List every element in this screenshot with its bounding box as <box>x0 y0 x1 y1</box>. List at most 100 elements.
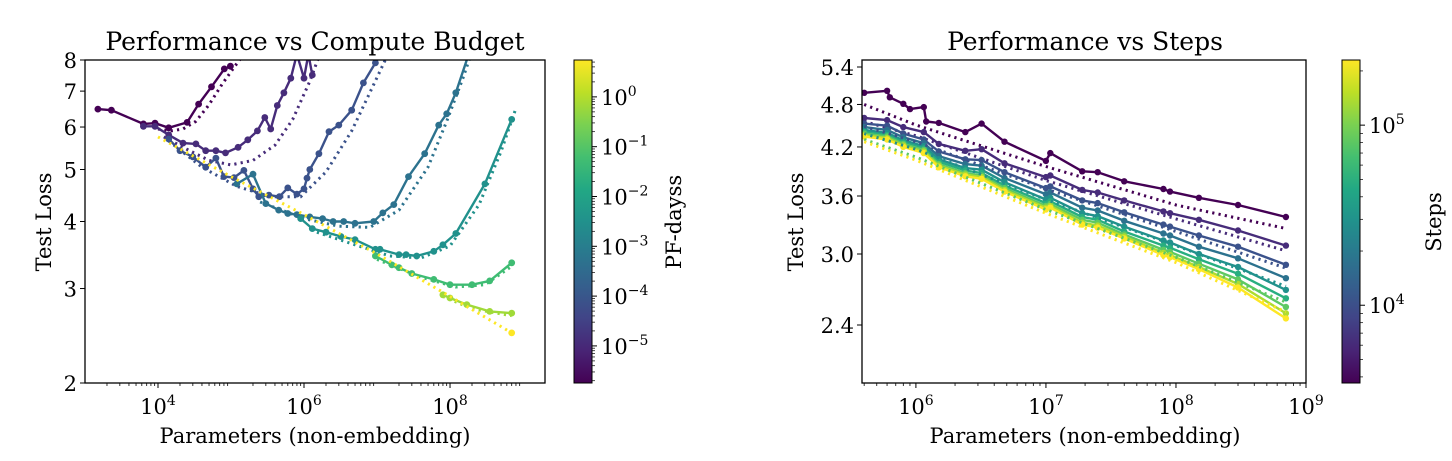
data-point <box>1160 230 1167 237</box>
data-point <box>370 218 378 225</box>
series-compute-3 <box>165 60 379 201</box>
data-point <box>192 140 200 148</box>
colorbar <box>1341 59 1361 384</box>
data-point <box>886 94 893 101</box>
data-point <box>255 193 263 201</box>
data-point <box>1234 270 1242 277</box>
fit-line <box>259 60 471 229</box>
y-tick-label: 7 <box>64 80 77 104</box>
data-point <box>234 143 242 151</box>
series-group <box>862 87 1290 322</box>
data-point <box>1234 243 1242 250</box>
data-line <box>97 65 231 130</box>
data-point <box>906 105 914 113</box>
data-point <box>1195 194 1203 201</box>
data-point <box>319 215 326 223</box>
data-point <box>325 128 333 136</box>
data-point <box>233 180 241 188</box>
data-point <box>340 218 348 225</box>
series-group <box>94 60 518 337</box>
fit-line <box>863 124 1287 270</box>
x-tick-label: 107 <box>1028 393 1064 419</box>
data-point <box>379 209 387 217</box>
data-line <box>864 133 1287 315</box>
data-point <box>212 147 220 155</box>
data-point <box>1001 138 1008 145</box>
series-steps-1-fit <box>863 103 1287 230</box>
fit-line <box>157 60 242 133</box>
data-point <box>1079 204 1086 211</box>
data-point <box>1121 178 1128 185</box>
series-compute-3-fit <box>167 60 387 199</box>
colorbar-label: Steps <box>1422 192 1446 251</box>
data-point <box>1234 255 1242 262</box>
data-point <box>222 149 229 157</box>
data-point <box>883 116 891 124</box>
data-point <box>920 149 927 157</box>
data-point <box>452 230 460 237</box>
data-point <box>920 103 927 111</box>
data-point <box>935 119 942 127</box>
data-point <box>308 225 316 233</box>
data-point <box>862 89 868 96</box>
data-point <box>1166 188 1174 195</box>
data-point <box>1166 254 1174 261</box>
data-point <box>1195 216 1203 223</box>
x-axis: 104 106 108 <box>106 383 521 419</box>
data-point <box>900 100 907 108</box>
data-point <box>1047 183 1054 190</box>
x-tick-label: 109 <box>1288 393 1324 419</box>
data-point <box>900 123 907 131</box>
colorbar-tick-label: 10−1 <box>601 134 648 160</box>
data-point <box>1282 213 1290 221</box>
data-point <box>351 219 359 227</box>
data-point <box>1195 243 1203 250</box>
data-line <box>299 118 513 258</box>
data-point <box>306 166 314 173</box>
series-steps-7-fit <box>863 138 1287 304</box>
y-tick-label: 2 <box>64 372 77 396</box>
data-point <box>439 241 447 249</box>
fit-line <box>167 60 387 199</box>
data-point <box>962 128 969 136</box>
data-point <box>195 100 203 108</box>
data-point <box>1160 237 1167 244</box>
y-axis-label: Test Loss <box>784 173 808 272</box>
fit-line <box>863 138 1287 304</box>
data-point <box>1094 189 1101 196</box>
x-tick-label: 108 <box>1158 393 1194 419</box>
data-point <box>297 215 305 223</box>
x-tick-label: 108 <box>432 393 468 419</box>
colorbar-tick-label: 10−2 <box>601 183 648 209</box>
data-point <box>452 89 460 97</box>
axes-frame <box>861 59 1307 384</box>
data-point <box>372 60 379 67</box>
fit-line <box>863 103 1287 230</box>
data-point <box>1094 207 1101 214</box>
data-point <box>329 218 337 225</box>
data-point <box>287 74 295 82</box>
series-steps-1 <box>862 87 1290 221</box>
colorbar-tick-label: 105 <box>1369 112 1405 138</box>
colorbar-ticks: 105 104 <box>1360 70 1405 378</box>
data-point <box>1282 310 1290 317</box>
series-compute-2-fit <box>163 60 320 167</box>
series-compute-6-fit <box>376 258 513 289</box>
y-tick-label: 2.4 <box>821 314 854 338</box>
data-point <box>303 174 311 182</box>
data-point <box>481 180 489 188</box>
data-point <box>1001 169 1008 176</box>
data-point <box>443 110 451 118</box>
data-point <box>227 62 234 70</box>
data-point <box>978 156 985 164</box>
y-tick-label: 4 <box>64 211 77 235</box>
y-axis: 2 3 4 5 6 7 8 <box>64 49 85 396</box>
data-point <box>405 173 412 181</box>
data-point <box>208 83 215 91</box>
data-point <box>1282 275 1290 282</box>
data-point <box>1166 210 1174 217</box>
data-point <box>267 125 275 133</box>
data-point <box>1166 232 1174 239</box>
data-point <box>1094 169 1101 176</box>
